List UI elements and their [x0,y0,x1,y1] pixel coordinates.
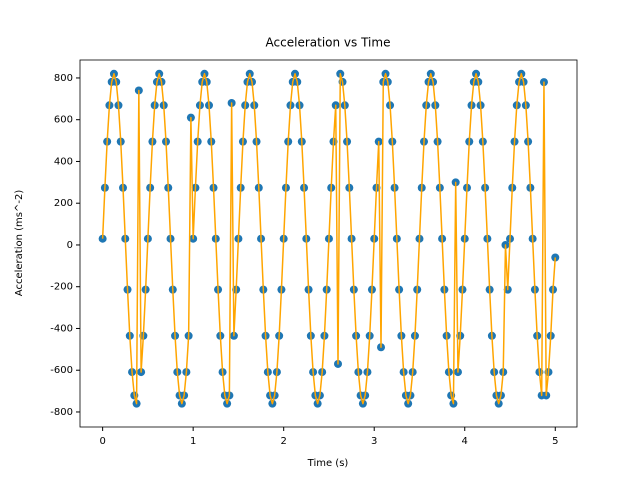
x-tick-label: 2 [281,436,287,447]
line [101,73,557,405]
axes-frame [79,59,578,428]
x-tick-label: 3 [371,436,377,447]
y-tick-label: -800 [50,407,73,418]
x-tick-label: 4 [462,436,468,447]
y-tick-label: 0 [67,240,73,251]
chart-title: Acceleration vs Time [266,36,391,50]
x-tick-label: 1 [190,436,196,447]
y-tick-label: 400 [54,156,73,167]
x-tick-label: 0 [99,436,105,447]
y-tick-label: -600 [50,365,73,376]
y-tick-label: 200 [54,198,73,209]
y-tick-label: -400 [50,323,73,334]
x-axis-label: Time (s) [307,458,349,469]
y-tick-label: 800 [54,73,73,84]
y-tick-label: -200 [50,282,73,293]
x-tick-label: 5 [552,436,558,447]
y-axis-label: Acceleration (ms^-2) [14,190,25,297]
y-tick-label: 600 [54,115,73,126]
